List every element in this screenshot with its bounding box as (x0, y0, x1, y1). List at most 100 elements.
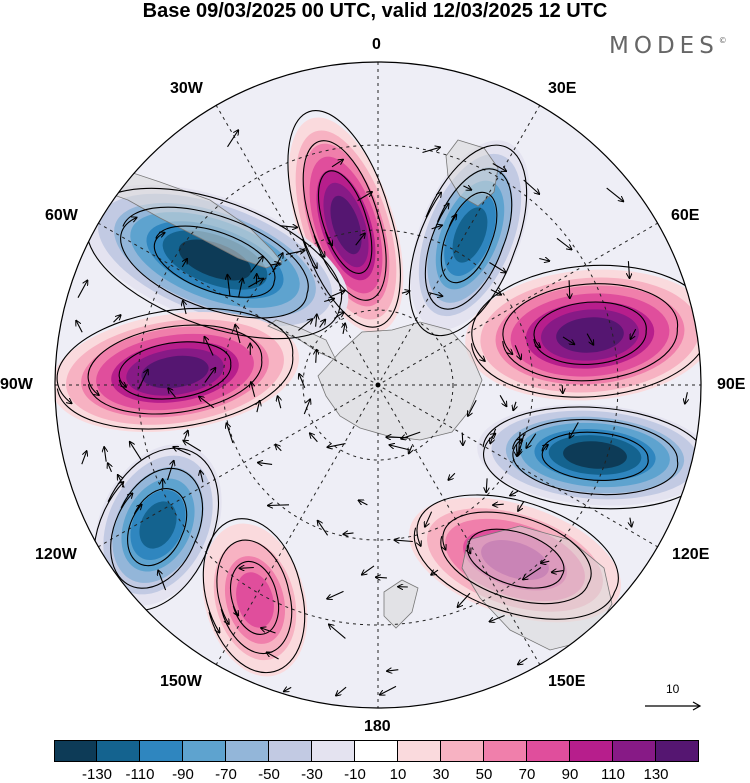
colorbar-swatch (484, 740, 527, 762)
flow-arrow (118, 475, 125, 488)
colorbar-label: -130 (81, 766, 113, 783)
flow-arrow (303, 399, 310, 415)
flow-arrow (492, 163, 506, 172)
flow-arrow (333, 312, 343, 319)
streamline (482, 406, 701, 510)
flow-arrow (425, 511, 433, 527)
anomaly-contour-fill (178, 239, 252, 281)
colorbar-label: 110 (601, 766, 625, 783)
anomaly-contour-fill (563, 441, 627, 469)
colorbar-label: 70 (518, 766, 536, 783)
flow-arrow (519, 432, 521, 454)
colorbar (54, 740, 699, 762)
flow-arrow (493, 504, 504, 505)
flow-arrow (489, 262, 505, 273)
globe-boundary (54, 61, 702, 709)
flow-arrow (76, 321, 83, 333)
colorbar-label: -90 (172, 766, 194, 783)
map-body (55, 62, 701, 708)
flow-arrow (238, 279, 243, 298)
flow-arrow (539, 259, 549, 262)
colorbar-label: 10 (389, 766, 407, 783)
flow-arrow (261, 628, 276, 634)
flow-arrow (267, 652, 279, 660)
colorbar-swatch (527, 740, 570, 762)
flow-arrow (380, 685, 397, 694)
flow-arrow (630, 517, 632, 527)
streamline (87, 324, 263, 415)
flow-arrow (200, 471, 203, 483)
flow-arrow (268, 505, 290, 506)
flow-arrow (316, 350, 317, 363)
streamline (460, 528, 565, 589)
flow-arrow (329, 625, 346, 639)
lon-label-60e: 60E (671, 207, 700, 224)
lon-label-90w: 90W (0, 376, 33, 393)
flow-arrow (158, 571, 167, 591)
flow-arrow (468, 399, 477, 416)
flow-arrow (357, 192, 372, 202)
flow-arrow (343, 533, 354, 534)
flow-arrow (606, 187, 624, 201)
colorbar-label: -70 (215, 766, 237, 783)
colorbar-swatch (613, 740, 656, 762)
flow-arrow (81, 451, 87, 465)
colorbar-swatch (355, 740, 398, 762)
flow-arrow (285, 250, 305, 255)
anomaly-contour-fill (452, 207, 488, 263)
logo-text: MODES (609, 33, 719, 59)
lon-label-180: 180 (364, 718, 391, 735)
reference-vector-arrow (645, 701, 702, 711)
flow-arrow (490, 614, 505, 622)
lon-label-30e: 30E (548, 80, 577, 97)
streamline (229, 560, 280, 635)
flow-arrow (298, 319, 312, 331)
flow-arrow (299, 374, 306, 389)
flow-arrow (310, 433, 318, 443)
flow-arrow (514, 345, 521, 359)
anomaly-positive (55, 311, 300, 433)
flow-arrow (227, 275, 230, 297)
colorbar-swatch (54, 740, 97, 762)
streamline (153, 225, 276, 298)
flow-arrow (251, 382, 256, 397)
flow-arrow (183, 441, 202, 452)
polar-map (54, 61, 702, 709)
streamline (440, 191, 498, 284)
flow-arrow (556, 237, 572, 249)
flow-arrow (183, 301, 186, 315)
flow-arrow (279, 226, 297, 228)
flow-arrow (409, 445, 412, 454)
anomaly-contour-fill (139, 501, 177, 549)
flow-arrow (104, 447, 106, 462)
colorbar-label: 130 (643, 766, 669, 783)
flow-arrow (458, 592, 471, 607)
lon-label-150w: 150W (160, 673, 202, 690)
lon-label-90e: 90E (717, 376, 746, 393)
pole-marker (375, 382, 381, 388)
streamline (216, 539, 293, 654)
anomaly-contour-fill (141, 355, 209, 389)
flow-arrow (518, 501, 525, 511)
streamline (502, 283, 679, 382)
lon-label-60w: 60W (45, 207, 78, 224)
flow-arrow (586, 333, 593, 345)
colorbar-label: -30 (301, 766, 323, 783)
flow-arrow (250, 257, 263, 273)
colorbar-label: -110 (125, 766, 155, 783)
flow-arrow (631, 328, 637, 339)
flow-arrow (130, 442, 142, 460)
flow-arrow (227, 130, 239, 148)
anomaly-negative (81, 184, 349, 336)
flow-arrow (376, 577, 387, 578)
flow-arrow (552, 571, 564, 573)
flow-arrow (628, 261, 629, 278)
streamline (56, 307, 294, 430)
flow-arrow (185, 431, 188, 440)
flow-arrow (431, 570, 439, 575)
streamline (120, 206, 309, 319)
colorbar-swatch (441, 740, 484, 762)
flow-arrow (319, 320, 326, 328)
flow-arrow (173, 447, 191, 456)
flow-arrow (257, 401, 260, 413)
